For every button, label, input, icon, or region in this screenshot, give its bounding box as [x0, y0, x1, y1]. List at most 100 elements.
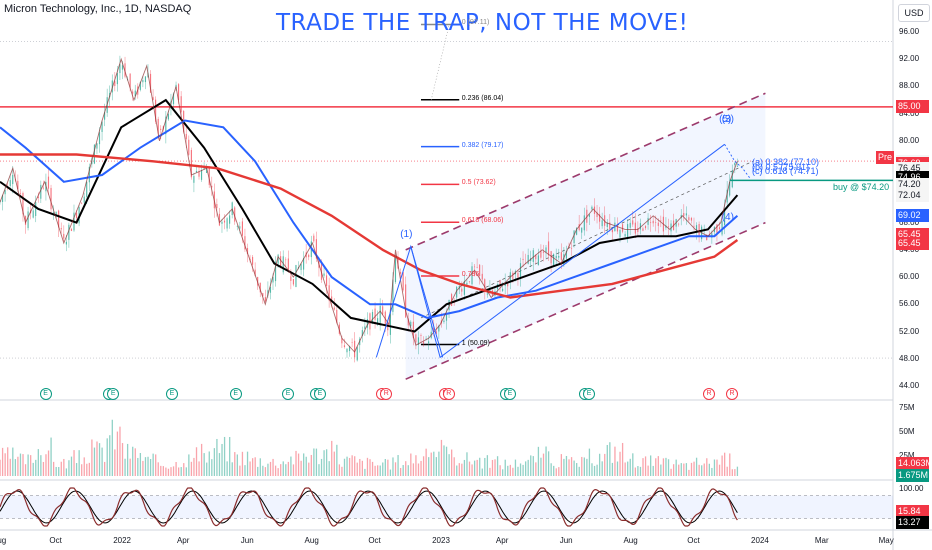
price-tick: 56.00 — [899, 299, 920, 309]
candle — [461, 288, 463, 292]
volume-bar — [359, 458, 361, 476]
candle — [392, 279, 394, 312]
candle — [448, 299, 450, 311]
volume-tick: 25M — [899, 451, 915, 460]
ma-line-0 — [0, 98, 739, 333]
volume-bar — [527, 459, 529, 476]
volume-bar — [374, 465, 376, 476]
candle — [12, 174, 14, 185]
earnings-event-icon[interactable]: R — [703, 388, 716, 400]
earnings-event-icon[interactable]: E — [282, 388, 295, 400]
volume-bar — [313, 448, 315, 476]
candle — [425, 338, 427, 340]
candle — [35, 202, 37, 216]
candle — [19, 193, 22, 194]
volume-bar — [448, 454, 450, 476]
volume-bar — [382, 462, 384, 476]
volume-bar — [366, 457, 369, 476]
price-label: 74.20 — [896, 177, 929, 191]
candle — [9, 180, 11, 187]
volume-bar — [642, 458, 644, 476]
volume-bar — [524, 461, 527, 476]
earnings-event-icon[interactable]: E — [165, 388, 178, 400]
volume-bar — [27, 454, 29, 476]
volume-bar — [647, 465, 649, 476]
volume-bar — [736, 466, 739, 476]
volume-bar — [387, 459, 389, 476]
candle — [438, 325, 440, 332]
candle — [180, 96, 182, 113]
projection-path — [724, 144, 751, 179]
earnings-event-icon[interactable]: R — [725, 388, 738, 400]
volume-bar — [147, 456, 149, 476]
ma-line-2 — [0, 153, 739, 299]
volume-bar — [456, 465, 458, 476]
time-tick: Apr — [176, 536, 190, 545]
wave-label: (3) — [721, 113, 734, 125]
currency-button[interactable]: USD — [898, 4, 930, 22]
candle — [410, 321, 412, 327]
candle — [688, 217, 690, 221]
candle — [104, 112, 106, 120]
wave-label: (5) — [719, 113, 732, 125]
time-tick: Aug — [0, 536, 7, 545]
volume-bar — [397, 455, 399, 476]
volume-bar — [162, 466, 164, 476]
candle — [98, 132, 101, 145]
fib-label: 0.382 (79.17) — [461, 141, 504, 149]
volume-bar — [701, 465, 703, 476]
candle — [468, 281, 471, 282]
volume-bar — [58, 466, 60, 476]
earnings-event-icon[interactable]: E — [583, 388, 596, 400]
volume-bar — [198, 461, 200, 476]
earnings-event-icon[interactable]: E — [313, 388, 326, 400]
earnings-event-icon[interactable]: R — [380, 388, 393, 400]
earnings-event-icon[interactable]: E — [229, 388, 242, 400]
candle — [132, 91, 134, 94]
volume-bar — [369, 459, 371, 476]
volume-bar — [211, 459, 213, 476]
price-tick: 48.00 — [899, 353, 920, 363]
candle — [433, 327, 435, 333]
volume-bar — [188, 454, 190, 476]
volume-bar — [509, 464, 511, 476]
volume-bar — [690, 462, 693, 476]
candle — [466, 282, 468, 285]
earnings-event-icon[interactable]: R — [442, 388, 455, 400]
price-label: 69.02 — [896, 209, 929, 223]
volume-bar — [588, 448, 591, 476]
volume-bar — [149, 459, 152, 476]
candle — [178, 84, 180, 101]
candle — [75, 212, 78, 218]
volume-bar — [683, 463, 685, 476]
volume-bar — [297, 453, 300, 476]
volume-bar — [713, 459, 716, 476]
volume-bar — [537, 446, 540, 476]
volume-bar — [98, 443, 101, 476]
candle — [721, 221, 723, 235]
candle — [420, 335, 422, 337]
earnings-event-icon[interactable]: E — [504, 388, 516, 400]
volume-bar — [60, 461, 62, 476]
volume-bar — [371, 461, 374, 476]
candle — [371, 312, 374, 324]
volume-bar — [310, 454, 312, 476]
volume-bar — [165, 467, 167, 476]
volume-bar — [672, 464, 675, 476]
volume-bar — [634, 467, 637, 476]
volume-bar — [496, 456, 499, 476]
earnings-event-icon[interactable]: E — [107, 388, 120, 400]
candle — [211, 185, 213, 188]
candle — [573, 230, 575, 244]
time-tick: Apr — [495, 536, 509, 545]
earnings-event-icon[interactable]: E — [39, 388, 52, 400]
volume-bar — [724, 452, 726, 476]
candle — [328, 285, 330, 301]
volume-bar — [703, 463, 705, 476]
volume-bar — [428, 457, 430, 476]
candle — [333, 307, 335, 310]
volume-bar — [19, 453, 22, 476]
volume-bar — [593, 465, 596, 476]
volume-bar — [40, 455, 42, 476]
